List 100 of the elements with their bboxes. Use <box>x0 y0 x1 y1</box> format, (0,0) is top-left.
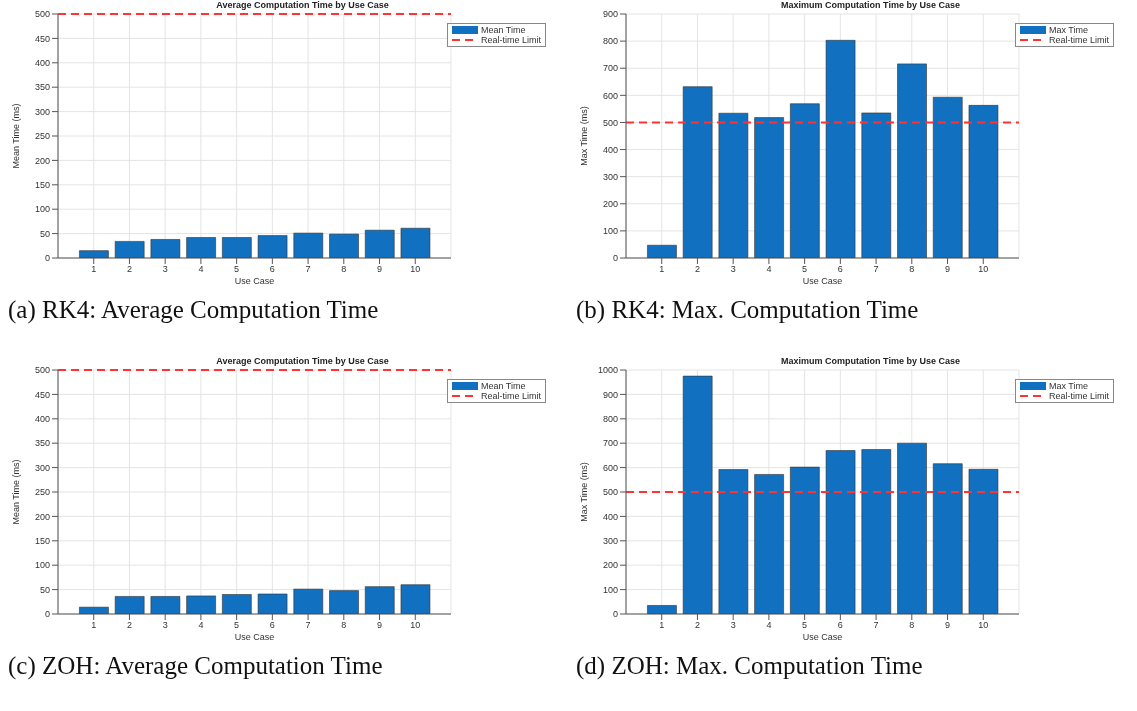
y-tick-label: 400 <box>34 413 50 424</box>
x-tick-label: 2 <box>126 619 132 630</box>
y-tick-label: 100 <box>602 584 618 595</box>
x-tick-label: 7 <box>873 264 879 275</box>
x-tick-label: 9 <box>377 264 383 275</box>
bar <box>968 105 999 258</box>
y-tick-label: 500 <box>34 364 50 375</box>
x-tick-label: 1 <box>659 619 665 630</box>
x-tick-label: 3 <box>162 264 168 275</box>
x-tick-label: 5 <box>234 264 240 275</box>
bar <box>825 40 856 258</box>
y-tick-label: 0 <box>44 608 50 619</box>
x-tick-label: 9 <box>945 264 951 275</box>
text: (a) RK4: Average Computation Time <box>7 296 380 324</box>
bar <box>897 442 927 614</box>
y-tick-label: 450 <box>34 33 50 44</box>
y-tick-label: 300 <box>34 106 50 117</box>
y-tick-label: 0 <box>44 253 50 264</box>
x-tick-label: 2 <box>694 619 700 630</box>
y-axis-title: Max Time (ms) <box>579 106 590 166</box>
x-tick-label: 8 <box>341 619 347 630</box>
y-tick-label: 900 <box>602 9 618 20</box>
bar <box>682 375 713 614</box>
x-tick-label: 1 <box>91 264 97 275</box>
y-tick-label: 350 <box>34 82 50 93</box>
y-tick-label: 400 <box>602 144 618 155</box>
x-tick-label: 4 <box>766 264 772 275</box>
bar <box>647 604 677 614</box>
x-tick-label: 8 <box>909 619 915 630</box>
y-tick-label: 400 <box>34 57 50 68</box>
bar <box>754 117 784 258</box>
x-tick-label: 3 <box>730 619 736 630</box>
x-tick-label: 7 <box>305 619 311 630</box>
y-tick-label: 0 <box>612 608 618 619</box>
y-tick-label: 200 <box>34 511 50 522</box>
y-tick-label: 200 <box>602 198 618 209</box>
bar <box>718 468 749 614</box>
y-tick-label: 600 <box>602 90 618 101</box>
bar <box>647 244 677 258</box>
x-tick-label: 4 <box>198 264 204 275</box>
legend-label: Real-time Limit <box>1048 390 1109 401</box>
legend-label: Real-time Limit <box>480 390 541 401</box>
chart-title: Maximum Computation Time by Use Case <box>780 0 961 11</box>
x-tick-label: 3 <box>730 264 736 275</box>
x-tick-label: 6 <box>837 264 843 275</box>
x-tick-label: 8 <box>341 264 347 275</box>
bar <box>682 86 713 258</box>
x-tick-label: 6 <box>837 619 843 630</box>
y-tick-label: 100 <box>602 226 618 237</box>
x-axis-title: Use Case <box>802 276 843 286</box>
y-tick-label: 700 <box>602 437 618 448</box>
x-tick-label: 10 <box>978 264 989 275</box>
y-tick-label: 900 <box>602 389 618 400</box>
y-tick-label: 600 <box>602 462 618 473</box>
text: (b) RK4: Max. Computation Time <box>575 296 920 324</box>
x-tick-label: 2 <box>126 264 132 275</box>
y-tick-label: 200 <box>602 559 618 570</box>
y-tick-label: 500 <box>34 9 50 20</box>
bar <box>790 103 820 258</box>
x-tick-label: 5 <box>802 264 808 275</box>
x-axis-title: Use Case <box>234 631 275 642</box>
y-tick-label: 250 <box>34 131 50 142</box>
x-tick-label: 2 <box>694 264 700 275</box>
text: (c) ZOH: Average Computation Time <box>7 651 384 680</box>
x-axis-title: Use Case <box>234 276 275 286</box>
y-tick-label: 400 <box>602 511 618 522</box>
y-tick-label: 50 <box>39 584 50 595</box>
y-tick-label: 700 <box>602 63 618 74</box>
y-tick-label: 100 <box>34 559 50 570</box>
bar <box>968 468 999 614</box>
x-tick-label: 10 <box>978 619 989 630</box>
x-tick-label: 6 <box>269 619 275 630</box>
y-tick-label: 350 <box>34 437 50 448</box>
legend-label: Max Time <box>1048 380 1088 391</box>
x-axis-title: Use Case <box>802 631 843 642</box>
y-tick-label: 500 <box>602 486 618 497</box>
bar <box>861 112 892 258</box>
y-tick-label: 1000 <box>597 364 618 375</box>
legend-label: Max Time <box>1048 25 1088 35</box>
x-tick-label: 6 <box>269 264 275 275</box>
x-tick-label: 9 <box>377 619 383 630</box>
y-axis-title: Mean Time (ms) <box>11 458 22 525</box>
y-tick-label: 0 <box>612 253 618 264</box>
y-tick-label: 250 <box>34 486 50 497</box>
chart-title: Average Computation Time by Use Case <box>215 0 390 11</box>
x-tick-label: 10 <box>410 619 421 630</box>
y-tick-label: 450 <box>34 389 50 400</box>
legend-label: Real-time Limit <box>480 35 541 45</box>
y-tick-label: 200 <box>34 155 50 166</box>
x-tick-label: 1 <box>659 264 665 275</box>
y-axis-title: Max Time (ms) <box>579 461 590 522</box>
legend-label: Mean Time <box>480 380 526 391</box>
legend-label: Mean Time <box>480 25 526 35</box>
x-tick-label: 8 <box>909 264 915 275</box>
y-tick-label: 300 <box>602 171 618 182</box>
x-tick-label: 10 <box>410 264 421 275</box>
y-tick-label: 300 <box>602 535 618 546</box>
x-tick-label: 7 <box>305 264 311 275</box>
y-tick-label: 800 <box>602 36 618 47</box>
text: (d) ZOH: Max. Computation Time <box>575 651 924 680</box>
